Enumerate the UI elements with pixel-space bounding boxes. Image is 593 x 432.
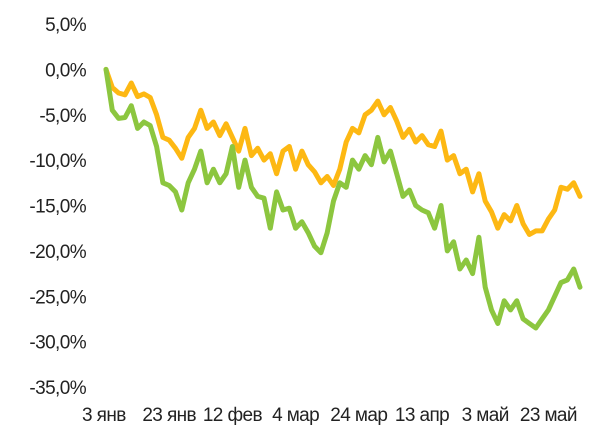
x-tick-label: 3 май — [462, 405, 509, 426]
x-tick-label: 12 фев — [203, 405, 263, 426]
y-axis: 5,0% 0,0% -5,0% -10,0% -15,0% -20,0% -25,0% -30… — [29, 15, 87, 399]
plot-area — [103, 66, 583, 331]
y-tick-label: -5,0% — [39, 106, 86, 127]
x-tick-label: 23 янв — [142, 405, 196, 426]
y-tick-label: 5,0% — [45, 15, 87, 36]
x-tick-label: 23 май — [520, 405, 577, 426]
y-tick-label: -10,0% — [29, 151, 86, 172]
x-tick-label: 24 мар — [330, 405, 387, 426]
x-tick-label: 4 мар — [272, 405, 319, 426]
x-axis: 3 янв 23 янв 12 фев 4 мар 24 мар 13 апр 3 май 2… — [82, 405, 578, 426]
y-tick-label: 0,0% — [45, 60, 87, 81]
y-tick-label: -20,0% — [29, 242, 86, 263]
series-line-2 — [103, 66, 583, 331]
y-tick-label: -25,0% — [29, 287, 86, 308]
x-tick-label: 13 апр — [395, 405, 449, 426]
x-tick-label: 3 янв — [82, 405, 126, 426]
y-tick-label: -30,0% — [29, 333, 86, 354]
y-tick-label: -15,0% — [29, 197, 86, 218]
series-line-1 — [103, 66, 583, 237]
y-tick-label: -35,0% — [29, 378, 86, 399]
